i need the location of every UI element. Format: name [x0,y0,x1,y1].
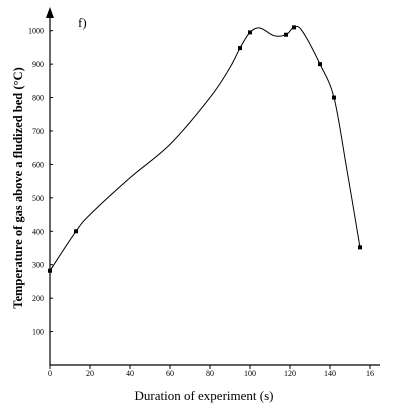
x-ticks: 0 20 40 60 80 100 120 140 16 [48,365,374,378]
x-tick-label: 120 [284,369,296,378]
y-tick-label: 200 [32,294,44,303]
x-tick-label: 80 [206,369,214,378]
y-tick-label: 1000 [28,27,44,36]
y-tick-label: 600 [32,160,44,169]
data-point [332,95,336,100]
y-tick-label: 100 [32,328,44,337]
axes [46,7,380,366]
y-axis-arrow [46,7,54,18]
data-point [284,32,288,37]
x-tick-label: 16 [366,369,374,378]
y-tick-label: 500 [32,194,44,203]
x-tick-label: 20 [86,369,94,378]
data-point [238,46,242,51]
data-point [292,25,296,30]
data-point [248,30,252,35]
y-tick-label: 300 [32,261,44,270]
y-tick-label: 400 [32,227,44,236]
y-ticks: 100 200 300 400 500 600 700 800 900 1000 [28,27,53,337]
y-tick-label: 900 [32,60,44,69]
x-axis-label: Duration of experiment (s) [135,388,274,403]
x-tick-label: 140 [324,369,336,378]
data-point [74,229,78,234]
x-tick-label: 100 [244,369,256,378]
x-tick-label: 60 [166,369,174,378]
data-point [358,245,362,250]
data-point [48,268,52,273]
x-tick-label: 0 [48,369,52,378]
series-markers [48,25,362,273]
y-axis-label: Temperature of gas above a fludized bed … [11,67,25,308]
y-tick-label: 700 [32,127,44,136]
panel-label: f) [78,15,87,30]
x-tick-label: 40 [126,369,134,378]
y-tick-label: 800 [32,94,44,103]
series-line [49,26,361,271]
data-point [318,62,322,67]
